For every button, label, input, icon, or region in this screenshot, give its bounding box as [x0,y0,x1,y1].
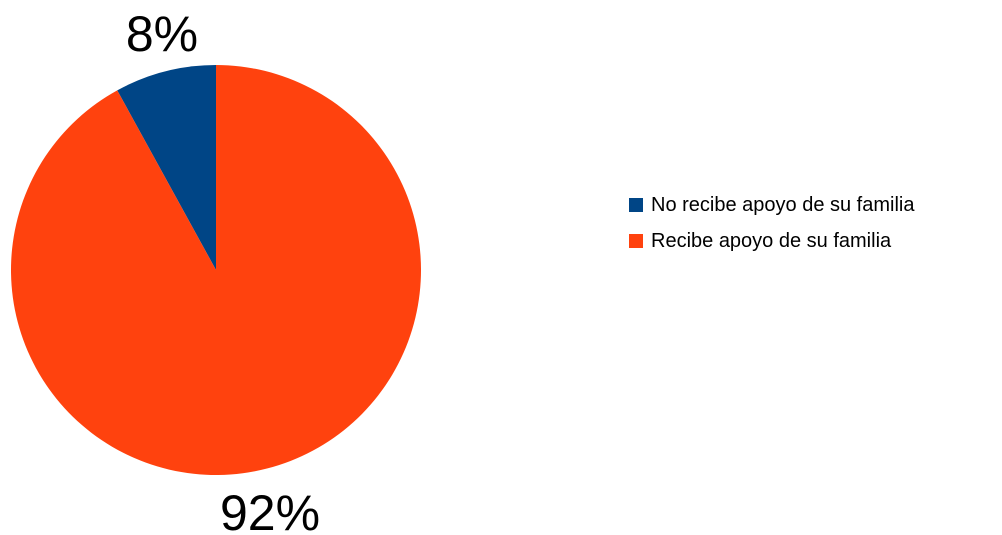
pie-percentage-labels: 8% 92% [126,6,320,535]
pie-slices [11,65,422,475]
pie-label-recibe-apoyo-de-su-familia: 92% [220,485,320,535]
pie-slice-recibe-apoyo-de-su-familia [11,65,422,475]
pie-slice-no-recibe-apoyo-de-su-familia [117,65,216,270]
legend: No recibe apoyo de su familia Recibe apoy… [629,194,915,252]
legend-label-recibe-apoyo-de-su-familia: Recibe apoyo de su familia [651,230,892,252]
pie-label-no-recibe-apoyo-de-su-familia: 8% [126,6,198,62]
legend-label-no-recibe-apoyo-de-su-familia: No recibe apoyo de su familia [651,194,915,216]
legend-swatch-recibe-apoyo-de-su-familia [629,234,643,248]
legend-item-no-recibe-apoyo-de-su-familia: No recibe apoyo de su familia [629,194,915,216]
legend-item-recibe-apoyo-de-su-familia: Recibe apoyo de su familia [629,230,892,252]
legend-swatch-no-recibe-apoyo-de-su-familia [629,198,643,212]
